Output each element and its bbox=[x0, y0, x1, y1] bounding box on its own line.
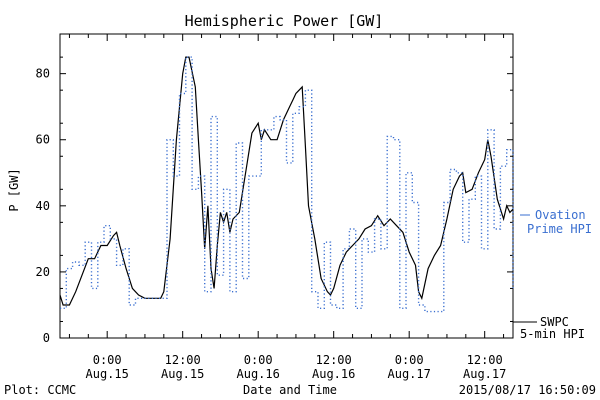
x-axis-label: Date and Time bbox=[243, 383, 337, 397]
legend: Ovation Prime HPI SWPC 5-min HPI bbox=[513, 208, 592, 341]
plot-frame bbox=[59, 33, 514, 339]
plot-credit: Plot: CCMC bbox=[4, 383, 76, 397]
x-tick-time: 12:00 bbox=[316, 353, 352, 367]
x-tick-date: Aug.17 bbox=[388, 367, 431, 381]
series-line-swpc-hpi bbox=[59, 56, 514, 306]
series-layer bbox=[59, 56, 514, 313]
x-tick-time: 12:00 bbox=[165, 353, 201, 367]
y-tick-label: 0 bbox=[43, 331, 50, 345]
legend-ovation-label-2: Prime HPI bbox=[527, 222, 592, 236]
y-tick-label: 80 bbox=[36, 67, 50, 81]
x-tick-time: 0:00 bbox=[395, 353, 424, 367]
x-tick-date: Aug.16 bbox=[312, 367, 355, 381]
y-tick-label: 20 bbox=[36, 265, 50, 279]
chart-title: Hemispheric Power [GW] bbox=[185, 12, 384, 30]
legend-ovation-label-1: Ovation bbox=[535, 208, 586, 222]
x-tick-time: 0:00 bbox=[93, 353, 122, 367]
plot-timestamp: 2015/08/17 16:50:09 bbox=[459, 383, 596, 397]
series-line-ovation-prime-hpi bbox=[60, 56, 514, 313]
x-tick-date: Aug.17 bbox=[463, 367, 506, 381]
x-tick-time: 12:00 bbox=[467, 353, 503, 367]
x-tick-date: Aug.16 bbox=[237, 367, 280, 381]
y-tick-label: 40 bbox=[36, 199, 50, 213]
legend-swpc-label-1: SWPC bbox=[540, 315, 569, 329]
x-tick-date: Aug.15 bbox=[86, 367, 129, 381]
legend-swpc-label-2: 5-min HPI bbox=[520, 327, 585, 341]
y-axis-label: P [GW] bbox=[7, 168, 21, 211]
x-axis-ticks: 0:00Aug.1512:00Aug.150:00Aug.1612:00Aug.… bbox=[68, 34, 506, 381]
y-tick-label: 60 bbox=[36, 133, 50, 147]
x-tick-time: 0:00 bbox=[244, 353, 273, 367]
y-axis-ticks: 0 20 40 60 80 bbox=[36, 56, 513, 345]
x-tick-date: Aug.15 bbox=[161, 367, 204, 381]
